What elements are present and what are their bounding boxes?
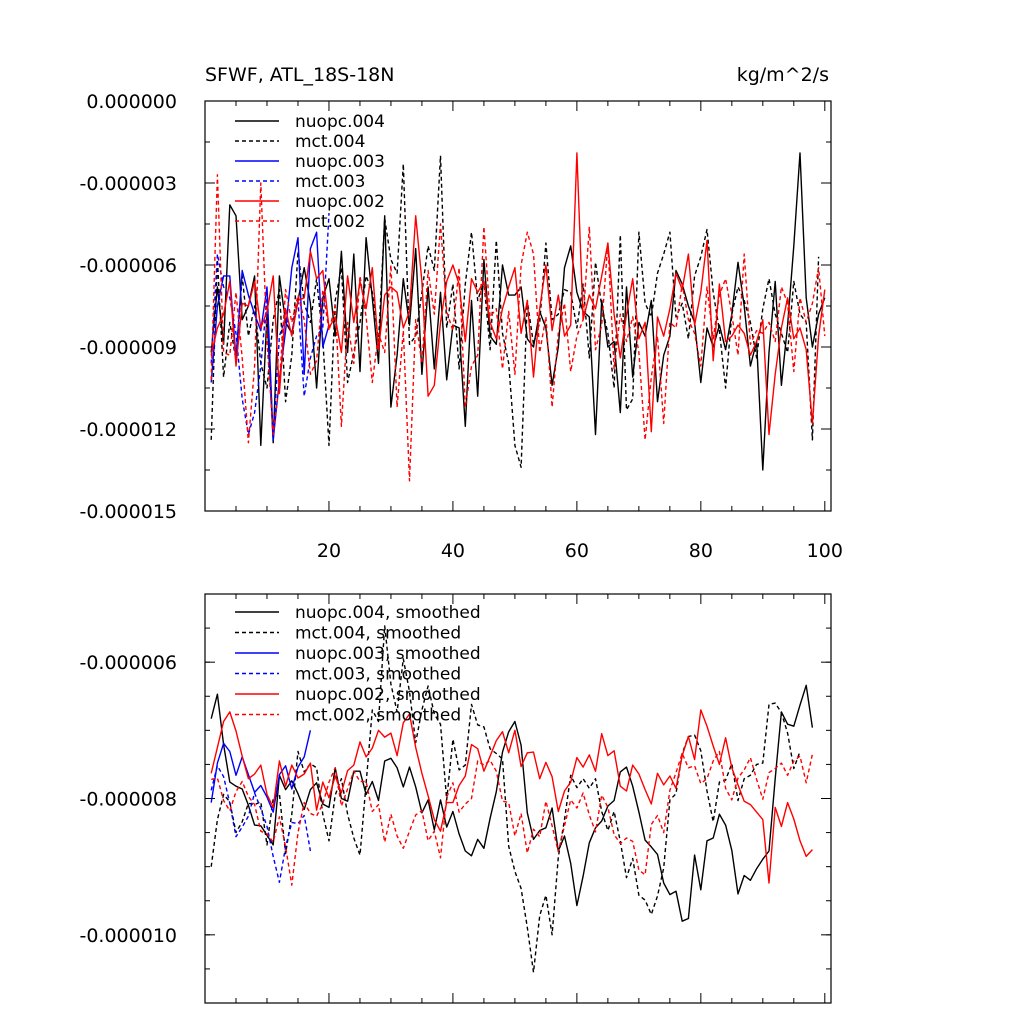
series-line-nuopc-002	[210, 152, 826, 436]
legend-label: nuopc.003	[295, 152, 385, 172]
y-tick-label: -0.000009	[79, 337, 177, 359]
x-tick-label: 20	[317, 540, 341, 562]
y-tick-label: -0.000010	[79, 925, 177, 947]
panel-bottom: -0.000006 -0.000008 -0.000010 nuopc.004, sm…	[79, 593, 832, 1004]
series-group	[210, 625, 814, 973]
legend-label: nuopc.004, smoothed	[295, 603, 481, 623]
legend-label: mct.003	[295, 172, 365, 192]
y-tick-label: -0.000006	[79, 255, 177, 277]
x-tick-label: 60	[565, 540, 589, 562]
y-tick-label: -0.000015	[79, 501, 177, 523]
series-group	[210, 152, 826, 482]
legend-label: nuopc.003, smoothed	[295, 644, 481, 664]
legend-label: mct.002	[295, 212, 365, 232]
series-line-mct-002	[210, 174, 826, 482]
series-line-mct-002-smoothed	[211, 750, 814, 886]
series-line-nuopc-004-smoothed	[210, 684, 814, 922]
y-tick-label: 0.000000	[86, 91, 177, 113]
series-line-nuopc-003-smoothed	[210, 730, 312, 813]
legend-label: mct.004	[295, 132, 365, 152]
x-tick-label: 80	[689, 540, 713, 562]
x-tick-label: 100	[807, 540, 843, 562]
y-tick-label: -0.000008	[79, 789, 177, 811]
series-line-mct-003-smoothed	[210, 765, 312, 883]
legend-label: nuopc.004	[295, 112, 385, 132]
series-line-nuopc-002-smoothed	[210, 709, 813, 884]
y-tick-label: -0.000006	[79, 652, 177, 674]
legend-label: mct.002, smoothed	[295, 706, 461, 726]
legend-label: mct.004, smoothed	[295, 624, 461, 644]
legend-label: nuopc.002	[295, 192, 385, 212]
panel-top: 20 40 60 80 100 0.000000 -0.000003 -0.000006 -0.…	[79, 91, 842, 562]
legend-label: mct.003, smoothed	[295, 665, 461, 685]
units-label: kg/m^2/s	[737, 64, 829, 86]
y-tick-label: -0.000012	[79, 419, 177, 441]
figure-title: SFWF, ATL_18S-18N	[205, 64, 394, 86]
legend-label: nuopc.002, smoothed	[295, 685, 481, 705]
y-tick-label: -0.000003	[79, 173, 177, 195]
x-tick-label: 40	[441, 540, 465, 562]
